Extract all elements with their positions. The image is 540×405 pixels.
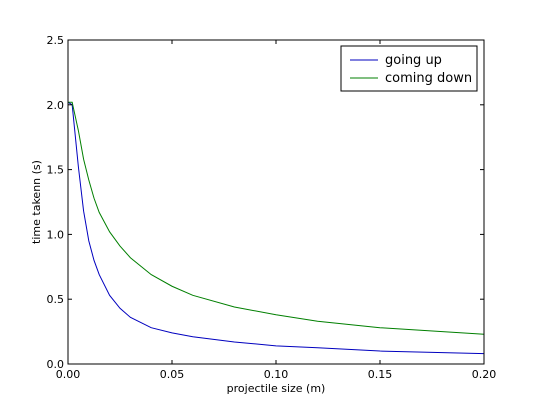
y-tick-label: 2.0: [47, 99, 65, 112]
y-tick-label: 1.5: [47, 164, 65, 177]
x-tick-label: 0.00: [56, 368, 81, 381]
series-lines: [67, 101, 485, 355]
series-line-coming-down: [68, 101, 485, 335]
legend: going up coming down: [340, 45, 478, 92]
series-line-going-up: [67, 101, 485, 355]
y-tick-label: 1.0: [47, 228, 65, 241]
y-tick-label: 2.5: [47, 34, 65, 47]
x-tick-label: 0.15: [368, 368, 393, 381]
x-tick-label: 0.05: [160, 368, 185, 381]
legend-label-coming-down: coming down: [385, 71, 472, 86]
y-tick-label: 0.5: [47, 293, 65, 306]
y-tick-label: 0.0: [47, 358, 65, 371]
x-tick-label: 0.10: [264, 368, 289, 381]
x-tick-label: 0.20: [472, 368, 497, 381]
x-axis-label: projectile size (m): [227, 382, 326, 395]
y-axis: 0.0 0.5 1.0 1.5 2.0 2.5: [47, 34, 484, 371]
legend-label-going-up: going up: [385, 53, 442, 68]
y-axis-label: time takenn (s): [30, 160, 43, 244]
legend-box: [340, 45, 478, 92]
x-axis: 0.00 0.05 0.10 0.15 0.20: [56, 40, 497, 381]
